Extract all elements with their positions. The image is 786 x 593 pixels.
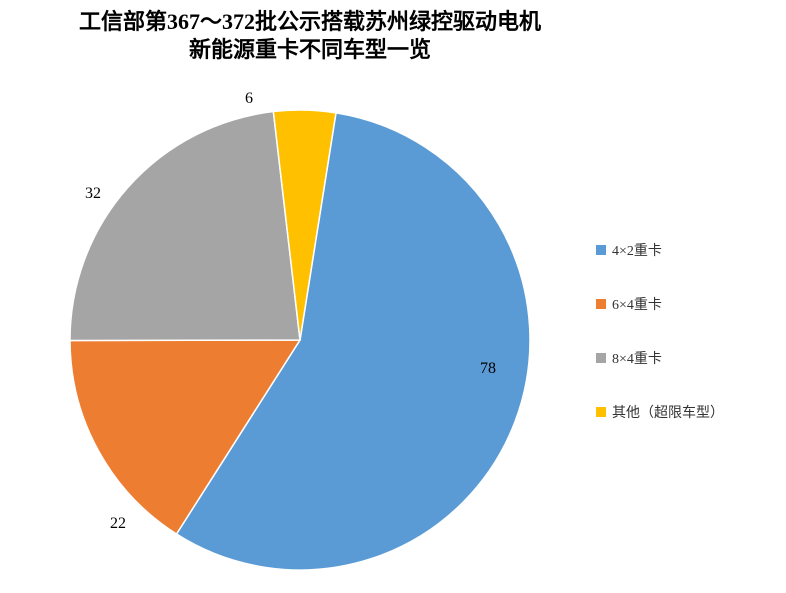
legend-label: 8×4重卡	[612, 348, 662, 368]
data-label: 78	[480, 360, 496, 378]
title-line-1: 工信部第367～372批公示搭载苏州绿控驱动电机	[79, 9, 541, 34]
legend-item: 4×2重卡	[596, 240, 756, 260]
data-label: 32	[85, 185, 101, 203]
legend: 4×2重卡 6×4重卡 8×4重卡其他（超限车型）	[596, 240, 756, 456]
legend-item: 6×4重卡	[596, 294, 756, 314]
title-line-2: 新能源重卡不同车型一览	[189, 37, 431, 62]
legend-label: 6×4重卡	[612, 294, 662, 314]
legend-color-box	[596, 299, 606, 309]
legend-color-box	[596, 353, 606, 363]
data-label: 22	[110, 515, 126, 533]
chart-title: 工信部第367～372批公示搭载苏州绿控驱动电机 新能源重卡不同车型一览	[0, 8, 620, 63]
legend-label: 其他（超限车型）	[612, 402, 724, 422]
data-label: 6	[245, 90, 253, 108]
pie-chart-area	[20, 80, 580, 580]
legend-item: 其他（超限车型）	[596, 402, 756, 422]
pie-slice	[70, 112, 300, 341]
pie-chart-svg	[20, 80, 580, 580]
legend-item: 8×4重卡	[596, 348, 756, 368]
chart-container: 工信部第367～372批公示搭载苏州绿控驱动电机 新能源重卡不同车型一览 4×2…	[0, 0, 786, 593]
legend-label: 4×2重卡	[612, 240, 662, 260]
legend-color-box	[596, 245, 606, 255]
legend-color-box	[596, 407, 606, 417]
